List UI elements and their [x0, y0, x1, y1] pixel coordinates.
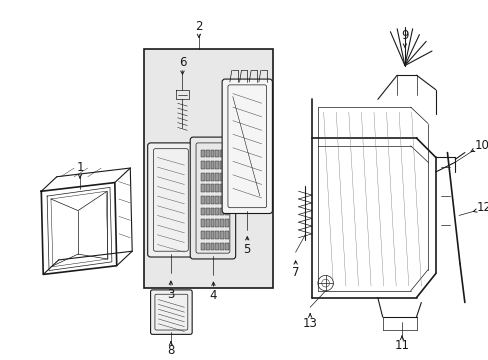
Bar [210, 243, 214, 250]
Bar [210, 184, 214, 192]
Bar [224, 208, 228, 215]
Bar [220, 243, 224, 250]
Text: 3: 3 [167, 288, 174, 301]
Text: 2: 2 [195, 21, 202, 33]
Text: 10: 10 [474, 139, 488, 152]
Bar [201, 231, 204, 239]
Text: 11: 11 [394, 338, 408, 351]
FancyBboxPatch shape [190, 137, 235, 259]
Text: 13: 13 [302, 317, 317, 330]
Bar [205, 173, 209, 181]
Bar [215, 208, 219, 215]
FancyBboxPatch shape [150, 290, 192, 334]
Bar [210, 161, 214, 169]
Bar [201, 173, 204, 181]
FancyBboxPatch shape [222, 79, 272, 213]
Bar [220, 231, 224, 239]
Bar [215, 219, 219, 227]
Bar [201, 219, 204, 227]
Bar [201, 184, 204, 192]
Bar [220, 208, 224, 215]
Bar [220, 150, 224, 157]
Bar [201, 161, 204, 169]
Bar [224, 196, 228, 204]
Bar [224, 184, 228, 192]
Bar [143, 49, 273, 288]
Bar [220, 184, 224, 192]
Text: 12: 12 [476, 201, 488, 214]
Text: 6: 6 [179, 56, 186, 69]
Bar [220, 173, 224, 181]
Text: 7: 7 [291, 266, 299, 279]
Bar [205, 196, 209, 204]
Bar [210, 208, 214, 215]
Bar [210, 231, 214, 239]
Bar [210, 196, 214, 204]
Text: 8: 8 [167, 344, 174, 357]
Bar [224, 231, 228, 239]
Bar [215, 150, 219, 157]
Text: 4: 4 [209, 289, 217, 302]
Bar [215, 184, 219, 192]
Bar [224, 161, 228, 169]
Bar [220, 219, 224, 227]
Text: 1: 1 [76, 161, 83, 174]
Bar [201, 243, 204, 250]
Bar [220, 161, 224, 169]
Bar [205, 231, 209, 239]
Text: 5: 5 [243, 243, 250, 256]
Bar [220, 196, 224, 204]
Bar [205, 161, 209, 169]
Bar [205, 219, 209, 227]
Bar [215, 231, 219, 239]
Bar [201, 208, 204, 215]
Bar [210, 150, 214, 157]
Bar [215, 161, 219, 169]
FancyBboxPatch shape [147, 143, 194, 257]
Text: 9: 9 [400, 29, 408, 42]
Bar [205, 150, 209, 157]
Bar [210, 173, 214, 181]
Bar [224, 150, 228, 157]
Bar [201, 150, 204, 157]
Bar [224, 173, 228, 181]
Bar [215, 173, 219, 181]
Bar [215, 243, 219, 250]
Bar [205, 208, 209, 215]
Bar [224, 243, 228, 250]
Bar [205, 243, 209, 250]
Bar [205, 184, 209, 192]
Bar [215, 196, 219, 204]
Bar [201, 196, 204, 204]
Bar [224, 219, 228, 227]
Bar [210, 219, 214, 227]
